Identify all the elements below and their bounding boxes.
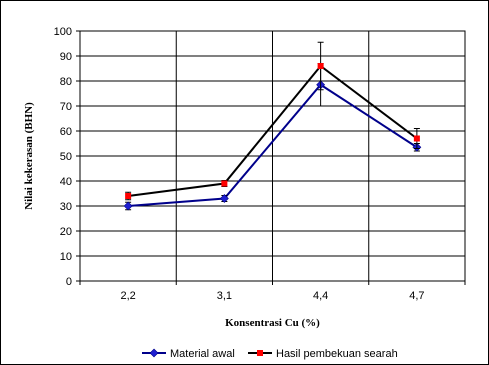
y-tick-label: 20 (60, 226, 72, 238)
legend: Material awal Hasil pembekuan searah (142, 348, 398, 360)
y-tick-label: 30 (60, 201, 72, 213)
y-tick-label: 10 (60, 251, 72, 263)
legend-entry-2: Hasil pembekuan searah (248, 348, 398, 360)
legend-marker (149, 348, 159, 358)
legend-marker (257, 350, 263, 356)
y-tick-label: 80 (60, 76, 72, 88)
y-tick-label: 70 (60, 101, 72, 113)
legend-label: Material awal (170, 348, 235, 360)
y-tick-label: 50 (60, 151, 72, 163)
x-tick-label: 4,7 (409, 290, 424, 302)
x-tick-label: 3,1 (217, 290, 232, 302)
data-point (317, 63, 324, 69)
x-axis: 2,2 3,1 4,4 4,7 (79, 281, 466, 302)
y-tick-label: 100 (54, 26, 72, 38)
x-tick-label: 2,2 (120, 290, 135, 302)
data-point (221, 180, 228, 187)
data-point (125, 193, 132, 199)
legend-label: Hasil pembekuan searah (276, 348, 398, 360)
series-layer (123, 41, 422, 211)
y-tick-label: 90 (60, 51, 72, 63)
x-tick-label: 4,4 (313, 290, 328, 302)
data-point (123, 201, 133, 211)
y-axis: 0 10 20 30 40 50 60 70 80 90 100 (54, 26, 80, 288)
data-point (219, 194, 229, 203)
series-line (128, 83, 418, 207)
y-tick-label: 0 (66, 276, 72, 288)
y-tick-label: 60 (60, 126, 72, 138)
series-line (127, 64, 418, 197)
y-tick-label: 40 (60, 176, 72, 188)
legend-entry-1: Material awal (142, 348, 235, 360)
x-axis-title: Konsentrasi Cu (%) (225, 317, 320, 329)
series-2 (125, 41, 420, 201)
y-axis-title: Nilai kekerasan (BHN) (23, 102, 35, 210)
data-point (413, 135, 420, 142)
